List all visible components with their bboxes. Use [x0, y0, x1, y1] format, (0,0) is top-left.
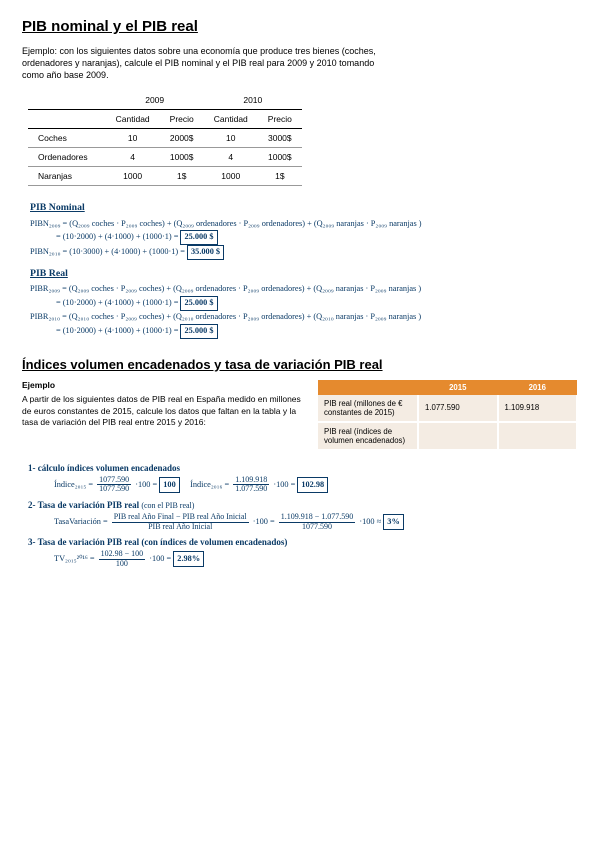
- hw-line: PIBR₂₀₁₀ = (Q₂₀₁₀ coches · P₂₀₀₉ coches)…: [30, 311, 578, 324]
- cell: [418, 422, 498, 450]
- step-1: 1- cálculo índices volumen encadenados: [28, 461, 578, 476]
- step-3: 3- Tasa de variación PIB real (con índic…: [28, 535, 578, 550]
- ejemplo-text: A partir de los siguientes datos de PIB …: [22, 394, 308, 428]
- col-qty: Cantidad: [204, 110, 258, 129]
- ejemplo-block: Ejemplo A partir de los siguientes datos…: [22, 380, 308, 429]
- section-title-2: Índices volumen encadenados y tasa de va…: [22, 357, 578, 372]
- ejemplo-heading: Ejemplo: [22, 380, 308, 391]
- hw-line: PIBR₂₀₀₉ = (Q₂₀₀₉ coches · P₂₀₀₉ coches)…: [30, 283, 578, 296]
- th-2016: 2016: [498, 380, 578, 395]
- hw-line: = (10·2000) + (4·1000) + (1000·1) = 25.0…: [56, 296, 578, 311]
- hw-line: = (10·2000) + (4·1000) + (1000·1) = 25.0…: [56, 230, 578, 245]
- hw-line: = (10·2000) + (4·1000) + (1000·1) = 25.0…: [56, 324, 578, 339]
- handwriting-block-2: 1- cálculo índices volumen encadenados Í…: [28, 461, 578, 568]
- hw-line: TasaVariación = PIB real Año Final − PIB…: [54, 513, 578, 531]
- cell: 2000$: [160, 129, 204, 148]
- row-label: Coches: [28, 129, 106, 148]
- col-price: Precio: [258, 110, 302, 129]
- data-table-2: 2015 2016 PIB real (millones de € consta…: [318, 380, 578, 451]
- data-table-1: 2009 2010 Cantidad Precio Cantidad Preci…: [28, 91, 302, 186]
- year-2009: 2009: [106, 91, 204, 110]
- cell: 3000$: [258, 129, 302, 148]
- row-label: Ordenadores: [28, 148, 106, 167]
- cell: 1$: [160, 167, 204, 186]
- section-title-1: PIB nominal y el PIB real: [22, 18, 578, 35]
- step-2: 2- Tasa de variación PIB real (con el PI…: [28, 498, 578, 513]
- hw-line: Índice₂₀₁₅ = 1077.5901077.590 ·100 = 100…: [54, 476, 578, 494]
- cell: 1$: [258, 167, 302, 186]
- hw-line: PIBN₂₀₀₉ = (Q₂₀₀₉ coches · P₂₀₀₉ coches)…: [30, 218, 578, 231]
- th-2015: 2015: [418, 380, 498, 395]
- row-label: PIB real (millones de € constantes de 20…: [318, 395, 418, 422]
- hw-header-nominal: PIB Nominal: [30, 200, 578, 215]
- col-price: Precio: [160, 110, 204, 129]
- cell: 1000$: [160, 148, 204, 167]
- cell: 1.109.918: [498, 395, 578, 422]
- cell: 10: [204, 129, 258, 148]
- hw-line: PIBN₂₀₁₀ = (10·3000) + (4·1000) + (1000·…: [30, 245, 578, 260]
- th-blank: [318, 380, 418, 395]
- row-label: Naranjas: [28, 167, 106, 186]
- cell: 1000: [204, 167, 258, 186]
- cell: 10: [106, 129, 160, 148]
- col-qty: Cantidad: [106, 110, 160, 129]
- hw-header-real: PIB Real: [30, 266, 578, 281]
- row-label: PIB real (índices de volumen encadenados…: [318, 422, 418, 450]
- cell: 1000: [106, 167, 160, 186]
- cell: 1000$: [258, 148, 302, 167]
- cell: 1.077.590: [418, 395, 498, 422]
- intro-text: Ejemplo: con los siguientes datos sobre …: [22, 45, 382, 81]
- year-2010: 2010: [204, 91, 302, 110]
- cell: 4: [204, 148, 258, 167]
- cell: [498, 422, 578, 450]
- cell: 4: [106, 148, 160, 167]
- hw-line: TV₂₀₁₅²⁰¹⁶ = 102.98 − 100100 ·100 = 2.98…: [54, 550, 578, 568]
- handwriting-block-1: PIB Nominal PIBN₂₀₀₉ = (Q₂₀₀₉ coches · P…: [30, 200, 578, 338]
